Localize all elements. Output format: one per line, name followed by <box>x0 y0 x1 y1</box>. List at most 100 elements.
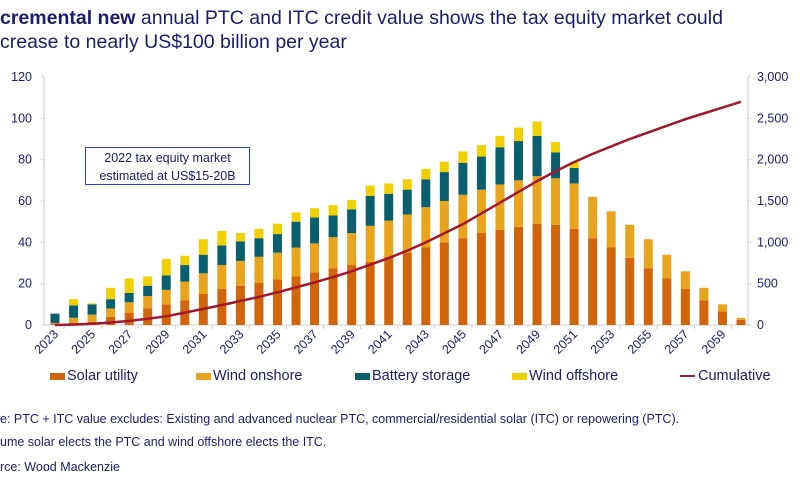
legend-line <box>680 375 695 377</box>
footnote-1: e: PTC + ITC value excludes: Existing an… <box>0 412 680 426</box>
bar-wind-onshore-2051 <box>569 183 579 229</box>
bar-wind-onshore-2036 <box>291 247 301 277</box>
bar-battery-storage-2050 <box>551 152 561 179</box>
bar-solar-utility-2028 <box>143 308 153 325</box>
bar-wind-onshore-2033 <box>235 260 245 286</box>
bar-wind-offshore-2044 <box>439 161 449 173</box>
title-line1: annual PTC and ITC credit value shows th… <box>135 7 723 29</box>
legend-label: Wind offshore <box>529 368 619 384</box>
bar-battery-storage-2023 <box>50 313 60 323</box>
bar-battery-storage-2045 <box>458 162 468 195</box>
bar-solar-utility-2055 <box>643 268 653 325</box>
bar-wind-offshore-2048 <box>514 127 523 142</box>
legend-swatch <box>355 372 370 380</box>
bar-solar-utility-2041 <box>384 256 394 325</box>
bar-battery-storage-2037 <box>310 217 320 244</box>
bar-battery-storage-2038 <box>328 215 338 238</box>
bar-battery-storage-2035 <box>272 234 282 253</box>
x-tick-label: 2051 <box>551 327 581 357</box>
y2-tick-label: 1,500 <box>757 194 788 208</box>
y2-tick-label: 2,000 <box>757 153 788 167</box>
x-tick-label: 2047 <box>477 327 507 357</box>
bar-battery-storage-2044 <box>439 172 449 201</box>
bar-wind-onshore-2030 <box>180 281 190 301</box>
bar-wind-onshore-2037 <box>310 243 320 273</box>
bar-wind-offshore-2047 <box>495 135 505 148</box>
bar-solar-utility-2034 <box>254 282 264 325</box>
x-tick-label: 2023 <box>32 327 62 357</box>
x-tick-label: 2043 <box>402 327 432 357</box>
bar-wind-offshore-2049 <box>532 121 542 136</box>
x-tick-label: 2053 <box>588 327 618 357</box>
bar-wind-offshore-2039 <box>347 199 357 210</box>
legend-label: Wind onshore <box>213 368 303 384</box>
bar-wind-offshore-2035 <box>272 223 282 235</box>
y-tick-label: 80 <box>18 153 32 167</box>
bar-wind-onshore-2041 <box>384 220 394 257</box>
bar-wind-offshore-2031 <box>198 239 208 255</box>
y2-tick-label: 1,000 <box>757 235 788 249</box>
bar-wind-onshore-2059 <box>717 304 727 312</box>
bar-solar-utility-2045 <box>458 238 468 325</box>
bar-solar-utility-2047 <box>495 229 505 325</box>
legend-label: Cumulative <box>698 368 771 384</box>
bar-wind-offshore-2043 <box>421 168 431 180</box>
bar-battery-storage-2047 <box>495 147 505 185</box>
bar-wind-onshore-2032 <box>217 265 227 289</box>
bar-wind-onshore-2039 <box>347 233 357 266</box>
bar-solar-utility-2044 <box>439 242 449 325</box>
x-tick-label: 2041 <box>365 327 395 357</box>
bar-wind-offshore-2029 <box>161 258 171 276</box>
bar-battery-storage-2030 <box>180 265 190 282</box>
bar-solar-utility-2050 <box>551 224 561 325</box>
legend-label: Battery storage <box>372 368 471 384</box>
legend-label: Solar utility <box>67 368 138 384</box>
bar-battery-storage-2025 <box>87 304 97 315</box>
bar-solar-utility-2057 <box>680 288 690 325</box>
title-bold: cremental new <box>0 7 136 29</box>
y2-tick-label: 500 <box>757 277 778 291</box>
bar-wind-onshore-2047 <box>495 184 505 230</box>
source-note: rce: Wood Mackenzie <box>0 460 120 474</box>
bar-solar-utility-2048 <box>514 226 523 325</box>
y-tick-label: 60 <box>18 194 32 208</box>
x-tick-label: 2049 <box>514 327 544 357</box>
x-tick-label: 2045 <box>439 327 469 357</box>
y2-tick-label: 0 <box>757 318 764 332</box>
bar-wind-onshore-2035 <box>272 252 282 280</box>
bar-wind-offshore-2040 <box>365 185 375 196</box>
bar-wind-onshore-2027 <box>124 302 134 313</box>
bar-battery-storage-2028 <box>143 285 153 297</box>
bar-wind-offshore-2030 <box>180 255 190 266</box>
x-tick-label: 2033 <box>217 327 247 357</box>
bar-wind-onshore-2029 <box>161 289 171 305</box>
annotation-line1: 2022 tax equity market <box>104 151 231 165</box>
bar-wind-onshore-2034 <box>254 256 264 283</box>
bar-battery-storage-2051 <box>569 167 579 184</box>
bar-solar-utility-2040 <box>365 261 375 325</box>
x-tick-label: 2029 <box>143 327 173 357</box>
title-line2: crease to nearly US$100 billion per year <box>0 31 347 53</box>
bar-wind-onshore-2042 <box>402 214 412 253</box>
bar-wind-onshore-2046 <box>476 189 486 234</box>
bar-wind-offshore-2046 <box>476 145 486 157</box>
bar-wind-offshore-2034 <box>254 228 264 239</box>
y2-tick-label: 2,500 <box>757 111 788 125</box>
bar-wind-offshore-2027 <box>124 278 134 293</box>
bar-wind-offshore-2026 <box>106 287 116 300</box>
bar-wind-onshore-2060 <box>736 317 746 320</box>
bar-battery-storage-2046 <box>476 156 486 190</box>
chart-title: cremental new annual PTC and ITC credit … <box>0 6 723 54</box>
bar-solar-utility-2036 <box>291 276 301 325</box>
y-tick-label: 100 <box>11 111 32 125</box>
footnote-2: ume solar elects the PTC and wind offsho… <box>0 435 327 449</box>
bar-solar-utility-2039 <box>347 265 357 325</box>
bar-wind-offshore-2051 <box>569 161 579 168</box>
bar-wind-onshore-2056 <box>662 254 672 279</box>
x-tick-label: 2039 <box>328 327 358 357</box>
bar-solar-utility-2043 <box>421 247 431 325</box>
x-tick-label: 2027 <box>106 327 136 357</box>
bar-solar-utility-2037 <box>310 272 320 325</box>
bar-battery-storage-2049 <box>532 135 542 177</box>
